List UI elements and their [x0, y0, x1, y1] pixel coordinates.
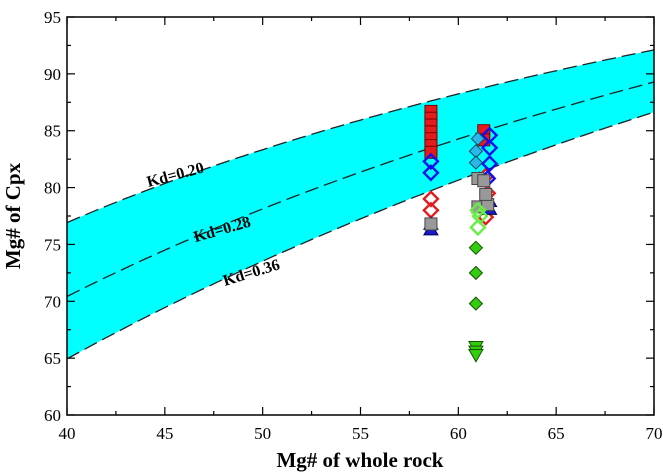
- data-point-s5-0: [424, 217, 438, 231]
- y-tick-label-7: 95: [44, 8, 61, 27]
- data-point-s2-3: [480, 139, 499, 157]
- y-tick-labels: 60 65 70 75 80 85 90 95: [44, 8, 61, 425]
- kd-band: [67, 49, 654, 359]
- data-point-s6-0: [469, 201, 487, 219]
- y-tick-label-3: 75: [44, 235, 61, 254]
- data-point-s6-1: [469, 218, 487, 237]
- data-point-s6-2: [471, 207, 489, 225]
- x-axis-title: Mg# of whole rock: [276, 448, 443, 472]
- data-point-s8-2: [468, 349, 484, 363]
- data-point-s3-0: [470, 131, 486, 146]
- data-point-s3-2: [468, 155, 484, 170]
- kd-curve-1: [66, 81, 655, 298]
- data-point-s5-5: [479, 187, 493, 201]
- axis-ticks: [66, 16, 655, 416]
- y-tick-label-6: 90: [44, 65, 61, 84]
- kd-curve-2: [66, 111, 655, 360]
- x-tick-label-6: 70: [646, 424, 663, 443]
- x-tick-label-0: 40: [59, 424, 76, 443]
- y-tick-label-5: 85: [44, 122, 61, 141]
- data-point-s5-2: [477, 174, 491, 188]
- x-tick-label-3: 55: [352, 424, 369, 443]
- y-tick-label-0: 60: [44, 406, 61, 425]
- x-tick-label-1: 45: [156, 424, 173, 443]
- data-point-s0-6: [424, 145, 438, 159]
- data-point-s7-2: [468, 296, 484, 311]
- data-point-s2-4: [480, 155, 499, 173]
- data-point-s2-0: [422, 152, 440, 171]
- x-tick-label-2: 50: [254, 424, 271, 443]
- data-point-s7-1: [468, 265, 484, 281]
- x-tick-label-4: 60: [450, 424, 467, 443]
- x-tick-label-5: 65: [548, 424, 565, 443]
- data-point-s2-1: [422, 164, 440, 182]
- x-tick-labels: 40 45 50 55 60 65 70: [59, 424, 663, 443]
- kd-band-area: [67, 49, 654, 359]
- data-point-s7-0: [468, 240, 484, 256]
- kd-curve-0: [66, 49, 655, 224]
- y-tick-label-2: 70: [44, 292, 61, 311]
- y-tick-label-4: 80: [44, 179, 61, 198]
- kd-curves: [66, 49, 655, 360]
- data-point-s1-0: [422, 190, 440, 208]
- y-tick-label-1: 65: [44, 349, 61, 368]
- y-axis-title: Mg# of Cpx: [1, 162, 25, 269]
- data-markers: [422, 104, 499, 363]
